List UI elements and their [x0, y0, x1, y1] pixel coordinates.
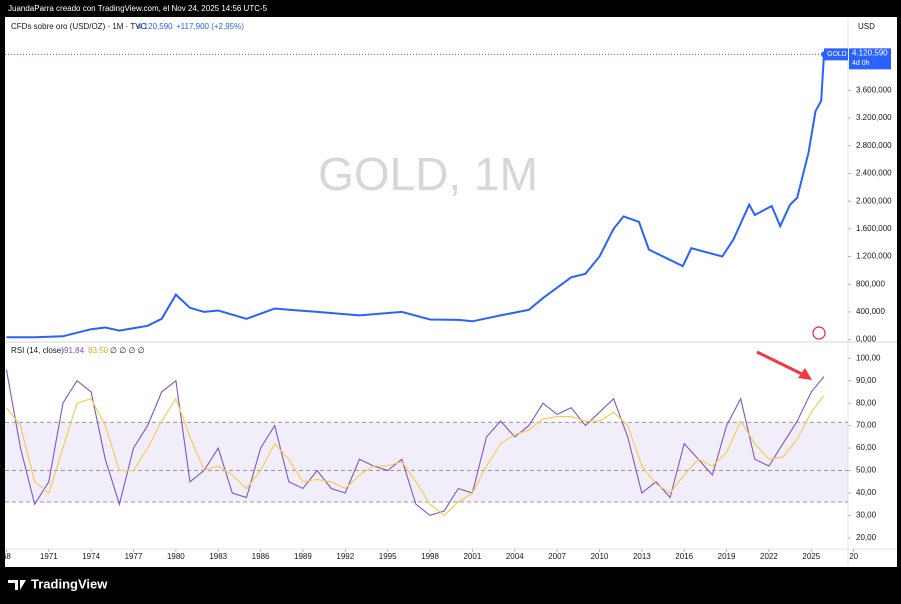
last-price-label: 4.120,590 [852, 48, 888, 57]
change: +117,900 (+2,95%) [176, 22, 244, 31]
x-tick-label: 1983 [209, 552, 227, 561]
arrow-head [798, 368, 812, 380]
x-tick-label: 1989 [294, 552, 312, 561]
y-tick-label: 90,00 [856, 376, 877, 385]
ticker-box [824, 48, 848, 61]
x-tick-label: 1986 [252, 552, 270, 561]
countdown: 4d 0h [852, 60, 870, 67]
y-tick-label: 800,000 [856, 279, 885, 288]
y-tick-label: 2.400,000 [856, 169, 892, 178]
event-icon[interactable] [812, 326, 826, 340]
x-tick-label: 2013 [633, 552, 651, 561]
ma-last: 83,50 [88, 346, 109, 355]
x-tick-label: 1980 [167, 552, 185, 561]
x-tick-label: 2010 [591, 552, 609, 561]
ticker: GOLD [827, 51, 847, 58]
y-tick-label: 30,00 [856, 511, 877, 520]
brand: TradingView [31, 576, 108, 591]
author-line: JuandaParra creado con TradingView.com, … [8, 4, 268, 13]
y-tick-label: 3.600,000 [856, 85, 892, 94]
x-tick-label: 1971 [40, 552, 58, 561]
empty-values: ∅ ∅ ∅ ∅ [110, 346, 145, 355]
x-tick-label: 2025 [802, 552, 820, 561]
y-tick-label: 400,000 [856, 307, 885, 316]
arrow-shaft [756, 350, 807, 378]
y-tick-label: 70,00 [856, 421, 877, 430]
x-tick-label: 2004 [506, 552, 524, 561]
x-tick-label: 20 [849, 552, 858, 561]
last-header: 4.120,590 [137, 22, 173, 31]
chart-area [5, 17, 897, 567]
x-tick-label: 1998 [421, 552, 439, 561]
rsi-band [5, 422, 848, 502]
y-tick-label: 60,00 [856, 443, 877, 452]
series-line [5, 369, 825, 517]
series-line [6, 54, 825, 339]
currency-box [849, 20, 879, 34]
x-tick-label: 1992 [336, 552, 354, 561]
series-line [5, 394, 825, 517]
x-tick-label: 1995 [379, 552, 397, 561]
x-tick-label: 68 [2, 552, 11, 561]
y-tick-label: 50,00 [856, 466, 877, 475]
x-tick-label: 1977 [125, 552, 143, 561]
currency: USD [858, 22, 875, 31]
y-tick-label: 80,00 [856, 398, 877, 407]
rsi-last: 91,84 [64, 346, 85, 355]
x-tick-label: 1974 [82, 552, 100, 561]
y-tick-label: 2.800,000 [856, 141, 892, 150]
watermark: GOLD, 1M [318, 148, 538, 200]
y-tick-label: 3.200,000 [856, 113, 892, 122]
x-tick-label: 2001 [463, 552, 481, 561]
x-tick-label: 2016 [675, 552, 693, 561]
x-tick-label: 2019 [718, 552, 736, 561]
brand-logo [8, 580, 26, 590]
y-tick-label: 100,00 [856, 353, 881, 362]
rsi-title: RSI (14, close) [11, 346, 64, 355]
y-tick-label: 0,000 [856, 335, 877, 344]
price-box [849, 48, 891, 70]
y-tick-label: 20,00 [856, 533, 877, 542]
y-tick-label: 1.600,000 [856, 224, 892, 233]
symbol-line: CFDs sobre oro (USD/OZ) · 1M · TVC [11, 22, 147, 31]
x-tick-label: 2007 [548, 552, 566, 561]
y-tick-label: 2.000,000 [856, 196, 892, 205]
y-tick-label: 40,00 [856, 488, 877, 497]
y-tick-label: 1.200,000 [856, 252, 892, 261]
x-tick-label: 2022 [760, 552, 778, 561]
